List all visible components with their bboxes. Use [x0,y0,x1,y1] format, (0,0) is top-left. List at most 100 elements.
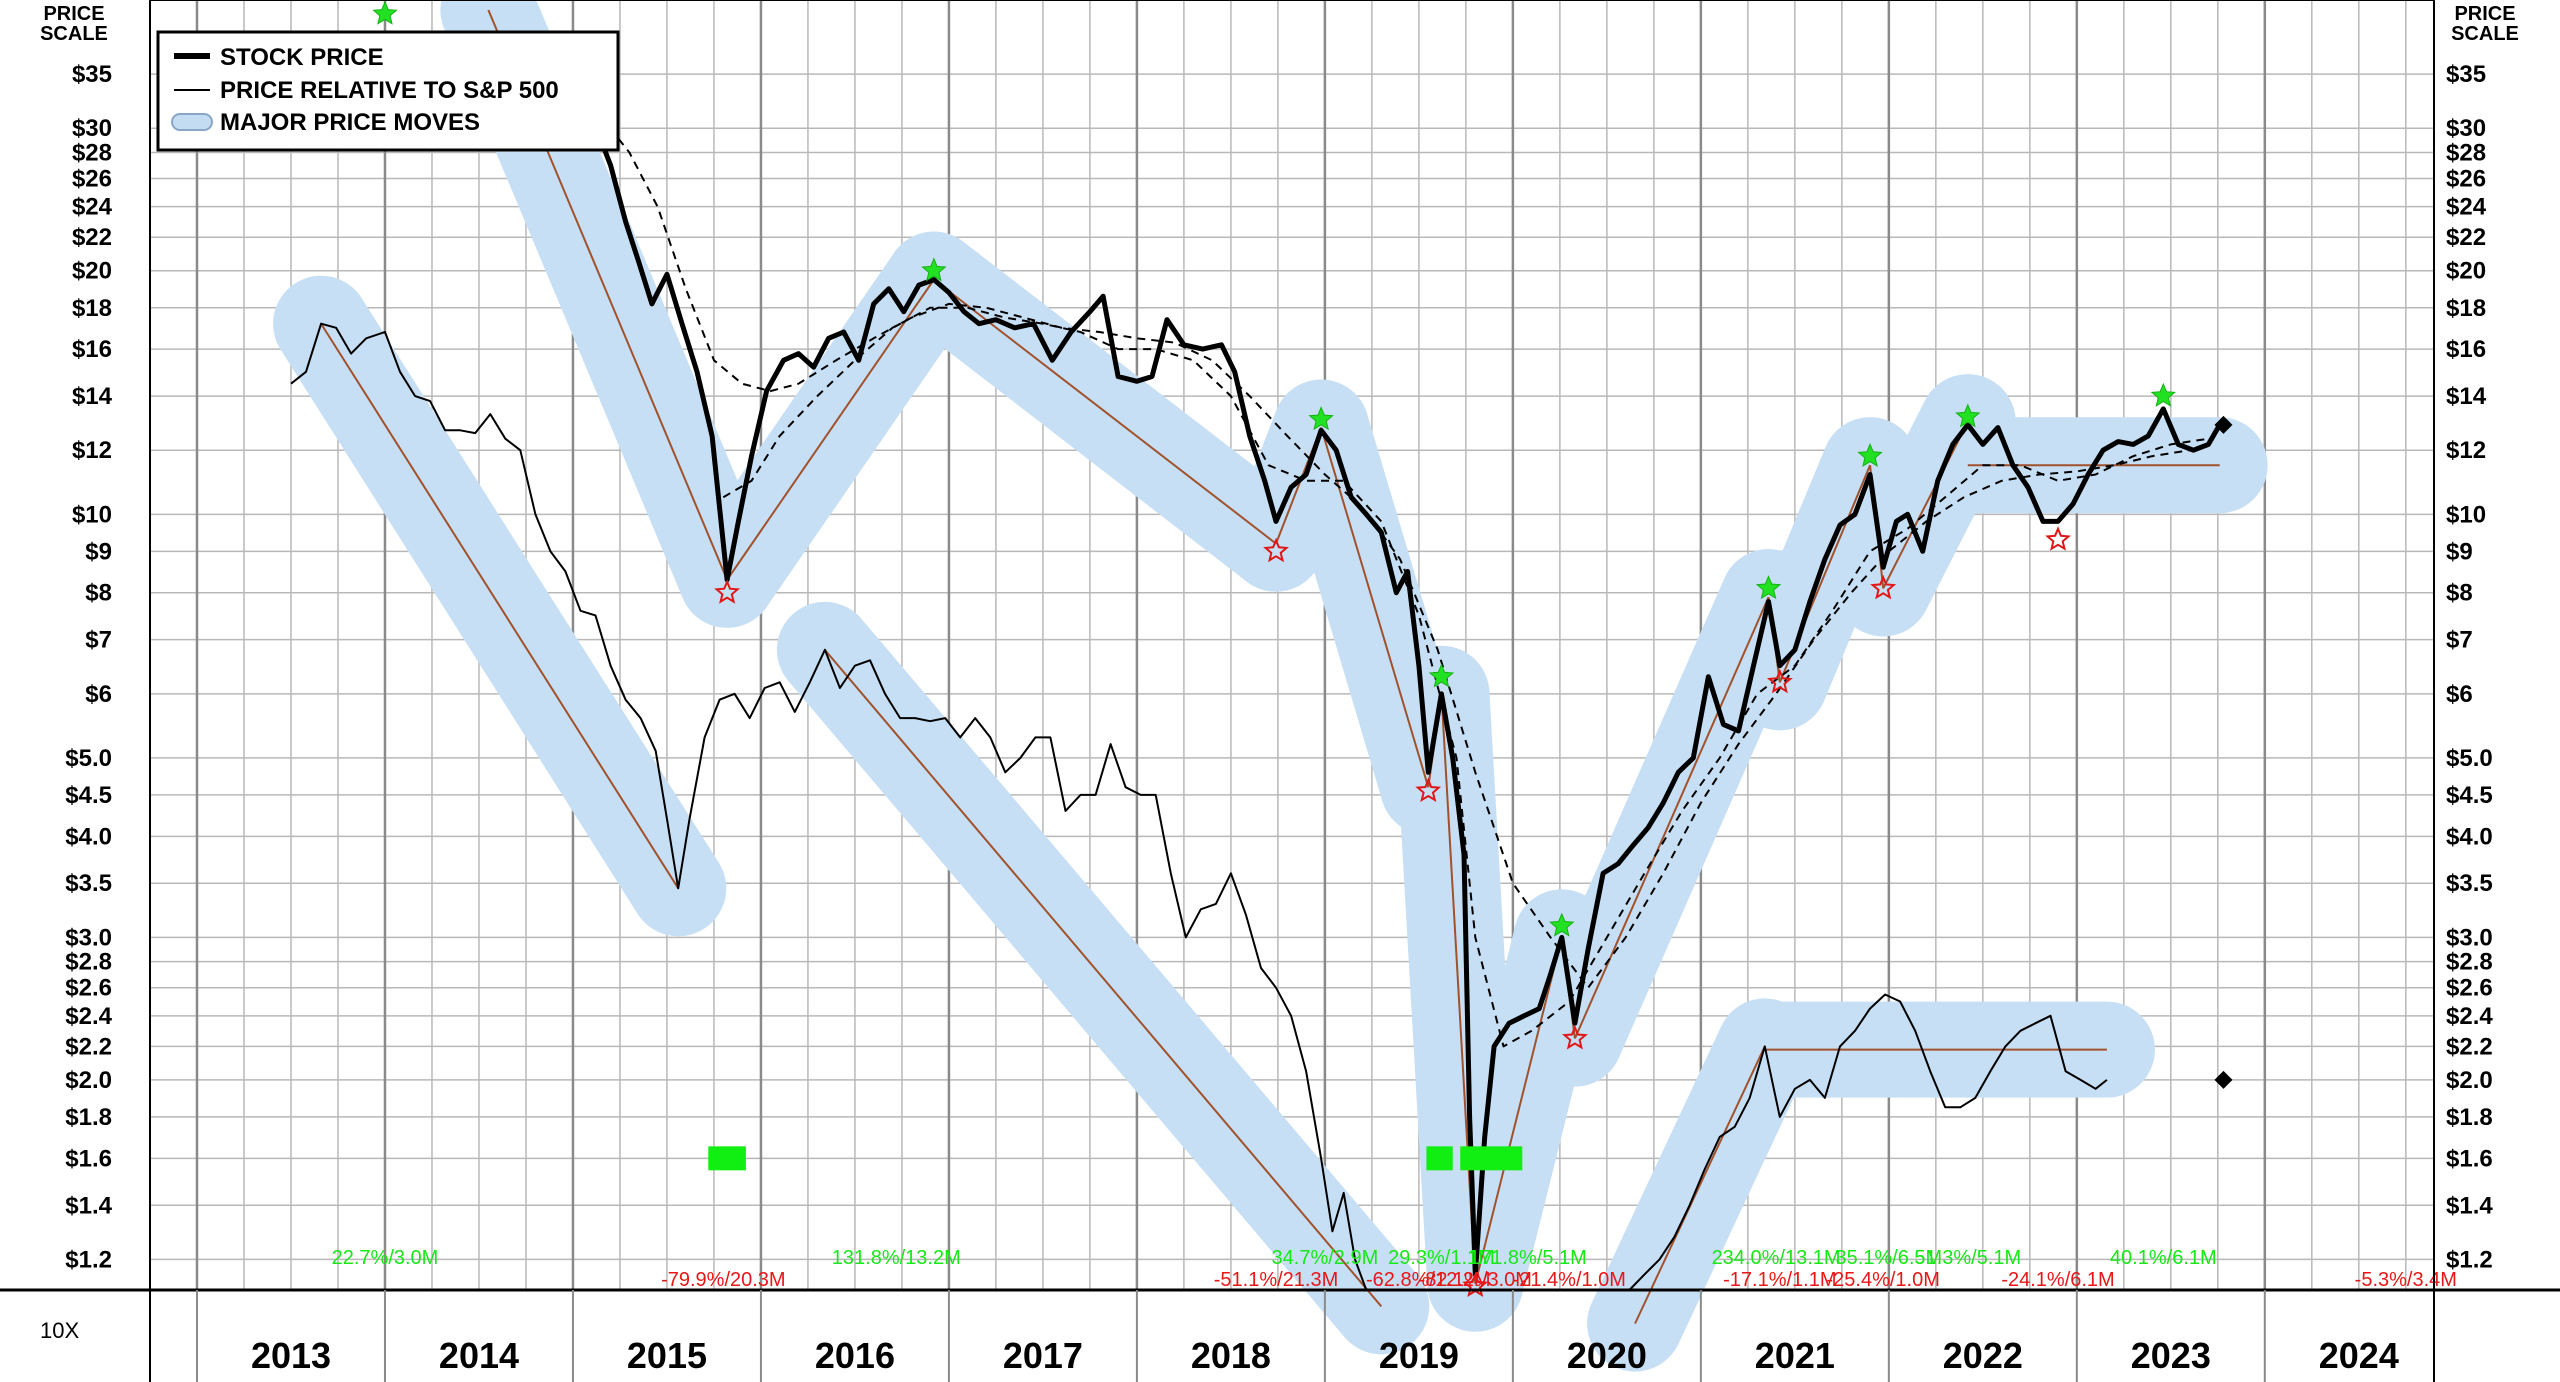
price-lines [290,61,2222,1291]
y-tick-label-right: $5.0 [2446,745,2493,772]
trough-star-marker [1263,537,1289,563]
x-tick-label: 2024 [2319,1335,2399,1376]
move-annotation-down: -25.4%/1.0M [1827,1269,1940,1291]
end-diamond-marker [2214,415,2233,434]
y-tick-label-left: $20 [72,258,112,285]
move-annotations: 22.7%/3.0M 131.8%/13.2M 34.7%/2.9M 29.3%/1.… [332,1247,2457,1291]
price-move-trendline [726,279,935,581]
y-tick-label-left: $6 [85,681,112,708]
y-tick-label-left: $12 [72,437,112,464]
y-tick-label-right: $8 [2446,580,2473,607]
y-tick-label-right: $12 [2446,437,2486,464]
y-tick-label-right: $3.0 [2446,924,2493,951]
y-tick-label-left: $18 [72,295,112,322]
peak-trough-markers [372,0,2233,1297]
trough-star-marker [714,579,741,604]
legend-label-stock: STOCK PRICE [220,44,384,71]
x-tick-label: 2019 [1379,1335,1459,1376]
y-tick-label-right: $1.6 [2446,1145,2493,1172]
price-move-trendline [320,323,680,889]
y-tick-label-left: $10 [72,501,112,528]
y-tick-label-left: $35 [72,61,112,88]
move-annotation-up: 131.8%/13.2M [832,1247,961,1269]
x-tick-label: 2017 [1003,1335,1083,1376]
price-move-trendline [1573,596,1770,1039]
y-tick-label-right: $14 [2446,383,2487,410]
price-move-trendline [824,649,1383,1307]
move-annotation-down: -82.1%/3.0M [1419,1269,1532,1291]
y-tick-label-right: $1.2 [2446,1246,2493,1273]
move-annotation-down: -62.8%/12.2M [1366,1269,1491,1291]
y-tick-label-left: $2.0 [65,1067,112,1094]
end-diamond-marker [2214,1070,2233,1089]
price-scale-header-left: PRICE SCALE [40,3,108,45]
legend-label-relative: PRICE RELATIVE TO S&P 500 [220,77,559,104]
y-tick-label-right: $24 [2446,194,2487,221]
y-tick-label-right: $2.8 [2446,949,2493,976]
move-annotation-down: -17.1%/1.1M [1723,1269,1836,1291]
peak-star-marker [1428,663,1455,688]
trough-star-marker [1870,574,1897,600]
x-tick-label: 2015 [627,1335,707,1376]
y-tick-label-right: $9 [2446,538,2473,565]
trough-star-marker [1415,777,1442,802]
y-tick-label-left: $2.2 [65,1033,112,1060]
y-tick-label-right: $7 [2446,627,2473,654]
x-tick-label: 2013 [251,1335,331,1376]
x-tick-label: 2023 [2131,1335,2211,1376]
y-tick-label-left: $2.8 [65,949,112,976]
move-annotation-up: 51.3%/5.1M [1914,1247,2021,1269]
y-tick-label-left: $22 [72,224,112,251]
y-tick-label-right: $18 [2446,295,2486,322]
peak-star-marker [1549,912,1575,937]
price-scale-header-right: PRICE SCALE [2451,3,2519,45]
price-move-trendline [933,278,1277,545]
y-tick-label-right: $26 [2446,166,2486,193]
trough-star-marker [2045,526,2071,551]
y-tick-label-left: $4.0 [65,823,112,850]
y-tick-label-left: $8 [85,580,112,607]
y-tick-label-right: $2.4 [2446,1003,2493,1030]
stock-price-line [487,61,2222,1277]
move-annotation-up: 34.7%/2.9M [1272,1247,1379,1269]
signal-bar [1426,1146,1453,1171]
peak-star-marker [1755,575,1782,600]
trough-star-marker [1562,1024,1588,1050]
y-tick-label-left: $2.6 [65,975,112,1002]
y-tick-label-right: $35 [2446,61,2486,88]
y-tick-label-right: $2.6 [2446,975,2493,1002]
y-tick-label-right: $1.4 [2446,1192,2493,1219]
x-tick-label: 2020 [1567,1335,1647,1376]
relative-price-line [290,322,1382,1291]
peak-star-marker [1857,442,1883,467]
peak-star-marker [921,257,947,282]
y-tick-label-left: $3.5 [65,870,112,897]
left-bottom-label: 10X [40,1318,79,1343]
move-annotation-down: -21.4%/1.0M [1513,1269,1626,1291]
y-tick-label-left: $26 [72,166,112,193]
price-move-trendline [1634,1045,1766,1324]
peak-star-marker [1955,403,1981,428]
moving-average-long-line [600,116,2190,989]
y-tick-label-right: $10 [2446,501,2486,528]
y-tick-label-left: $4.5 [65,782,112,809]
peak-star-marker [2150,382,2176,407]
price-move-trendline [1882,421,1969,589]
move-annotation-up: 29.3%/1.1M [1388,1247,1495,1269]
move-annotation-down: -24.1%/6.1M [2001,1269,2114,1291]
y-tick-label-right: $28 [2446,139,2486,166]
legend-label-moves: MAJOR PRICE MOVES [220,109,480,136]
legend-swatch-moves [171,113,213,131]
y-tick-label-right: $4.5 [2446,782,2493,809]
peak-star-marker [372,0,398,25]
y-tick-label-right: $16 [2446,336,2486,363]
y-tick-label-left: $16 [72,336,112,363]
relative-price-line-2 [1616,993,2108,1291]
y-tick-label-left: $14 [72,383,113,410]
y-tick-label-left: $1.2 [65,1246,112,1273]
moving-average-short-line [722,306,2209,1048]
y-tick-label-right: $20 [2446,258,2486,285]
legend: STOCK PRICE PRICE RELATIVE TO S&P 500 MA… [156,30,620,152]
